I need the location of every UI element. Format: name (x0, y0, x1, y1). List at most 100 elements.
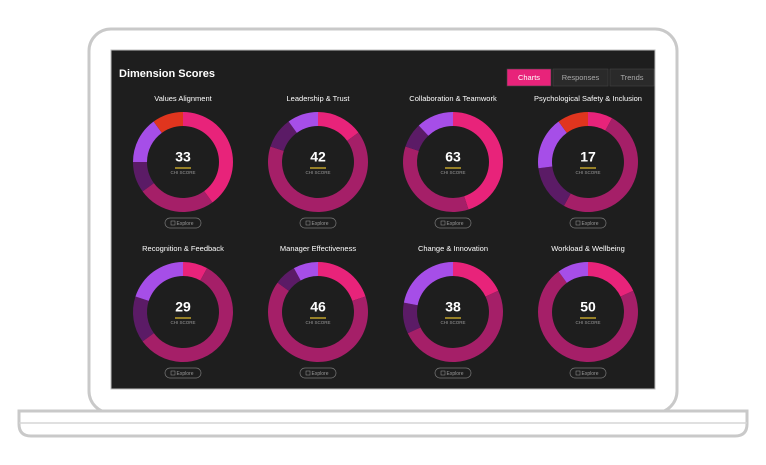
donut-segment (563, 118, 639, 213)
explore-button-label[interactable]: Explore (582, 371, 599, 377)
explore-button-frame[interactable] (164, 367, 202, 379)
tab[interactable]: Responses (552, 68, 609, 87)
explore-icon[interactable] (170, 370, 176, 376)
donut-segment (268, 132, 368, 213)
explore-button-label[interactable]: Explore (177, 371, 194, 377)
explore-button[interactable]: Explore (299, 367, 337, 379)
explore-button-label[interactable]: Explore (447, 371, 464, 377)
donut-segment (453, 262, 499, 297)
explore-button-frame[interactable] (164, 217, 202, 229)
center-label: CHI SCORE (305, 320, 330, 325)
donut-segment (418, 112, 453, 136)
center-score: 50 (580, 299, 596, 315)
explore-icon[interactable] (575, 220, 581, 226)
explore-icon[interactable] (575, 370, 581, 376)
tab[interactable]: Charts (506, 68, 552, 87)
tab-label[interactable]: Charts (518, 73, 540, 82)
donut-segment (318, 262, 366, 301)
donut-segment (135, 262, 183, 301)
chart-title: Leadership & Trust (287, 94, 351, 103)
explore-icon[interactable] (305, 370, 311, 376)
explore-button-label[interactable]: Explore (582, 221, 599, 227)
donut-segment (293, 262, 318, 281)
donut-segment (142, 183, 213, 212)
center-score: 63 (445, 149, 461, 165)
donut-segment (288, 112, 318, 133)
donut-segment (183, 112, 233, 203)
tab-background[interactable] (609, 68, 655, 87)
donut-segment (403, 302, 421, 334)
explore-button[interactable]: Explore (164, 367, 202, 379)
chart-title: Psychological Safety & Inclusion (534, 94, 642, 103)
explore-button[interactable]: Explore (569, 217, 607, 229)
explore-button-label[interactable]: Explore (312, 371, 329, 377)
explore-button[interactable]: Explore (434, 367, 472, 379)
donut-card: Change & Innovation 38 CHI SCORE Explore (403, 244, 504, 379)
explore-button-frame[interactable] (299, 217, 337, 229)
donut-segment (268, 282, 368, 363)
tab-background[interactable] (506, 68, 552, 87)
chart-title: Manager Effectiveness (280, 244, 356, 253)
explore-icon[interactable] (440, 370, 446, 376)
donut-segment (402, 146, 469, 212)
explore-button-label[interactable]: Explore (447, 221, 464, 227)
donut-segment (558, 262, 588, 283)
explore-button-frame[interactable] (299, 367, 337, 379)
chart-title: Change & Innovation (418, 244, 488, 253)
center-label: CHI SCORE (170, 170, 195, 175)
explore-button[interactable]: Explore (299, 217, 337, 229)
explore-button[interactable]: Explore (434, 217, 472, 229)
center-label: CHI SCORE (305, 170, 330, 175)
explore-button[interactable]: Explore (569, 367, 607, 379)
center-score: 17 (580, 149, 596, 165)
tab-bar: Charts Responses Trends (506, 68, 655, 87)
tab-label[interactable]: Responses (562, 73, 600, 82)
tab-label[interactable]: Trends (620, 73, 643, 82)
donut-segment (183, 262, 208, 281)
donut-card: Manager Effectiveness 46 CHI SCORE Explore (268, 244, 368, 379)
chart-title: Values Alignment (154, 94, 212, 103)
donut-segment (133, 162, 154, 192)
donut-segment (318, 112, 359, 141)
donut-card: Collaboration & Teamwork 63 CHI SCORE Explo… (402, 94, 503, 229)
chart-title: Workload & Wellbeing (551, 244, 625, 253)
tab[interactable]: Trends (609, 68, 655, 87)
center-label: CHI SCORE (575, 170, 600, 175)
donut-segment (538, 166, 571, 206)
donut-segment (558, 112, 588, 133)
center-label: CHI SCORE (440, 170, 465, 175)
donut-segment (277, 268, 301, 291)
explore-button[interactable]: Explore (164, 217, 202, 229)
explore-button-frame[interactable] (434, 367, 472, 379)
center-score: 33 (175, 149, 191, 165)
tab-background[interactable] (552, 68, 609, 87)
explore-button-frame[interactable] (569, 217, 607, 229)
donut-segment (407, 290, 504, 363)
donut-segment (453, 112, 503, 210)
explore-button-frame[interactable] (569, 367, 607, 379)
donut-card: Recognition & Feedback 29 CHI SCORE Explore (132, 244, 234, 379)
donut-segment (588, 112, 613, 131)
center-score: 38 (445, 299, 461, 315)
donut-card: Values Alignment 33 CHI SCORE Explore (133, 94, 233, 229)
donut-segment (132, 296, 154, 342)
chart-title: Recognition & Feedback (142, 244, 224, 253)
center-score: 42 (310, 149, 326, 165)
donut-segment (270, 121, 297, 151)
center-label: CHI SCORE (170, 320, 195, 325)
donut-card: Psychological Safety & Inclusion 17 CHI SC… (534, 94, 642, 229)
donut-card: Workload & Wellbeing 50 CHI SCORE Explore (537, 244, 638, 379)
donut-segment (538, 121, 567, 169)
donut-card: Leadership & Trust 42 CHI SCORE Explore (268, 94, 368, 229)
donut-segment (537, 271, 638, 362)
explore-button-frame[interactable] (434, 217, 472, 229)
center-score: 29 (175, 299, 191, 315)
chart-title: Collaboration & Teamwork (409, 94, 497, 103)
explore-button-label[interactable]: Explore (312, 221, 329, 227)
explore-icon[interactable] (305, 220, 311, 226)
explore-button-label[interactable]: Explore (177, 221, 194, 227)
explore-icon[interactable] (170, 220, 176, 226)
explore-icon[interactable] (440, 220, 446, 226)
